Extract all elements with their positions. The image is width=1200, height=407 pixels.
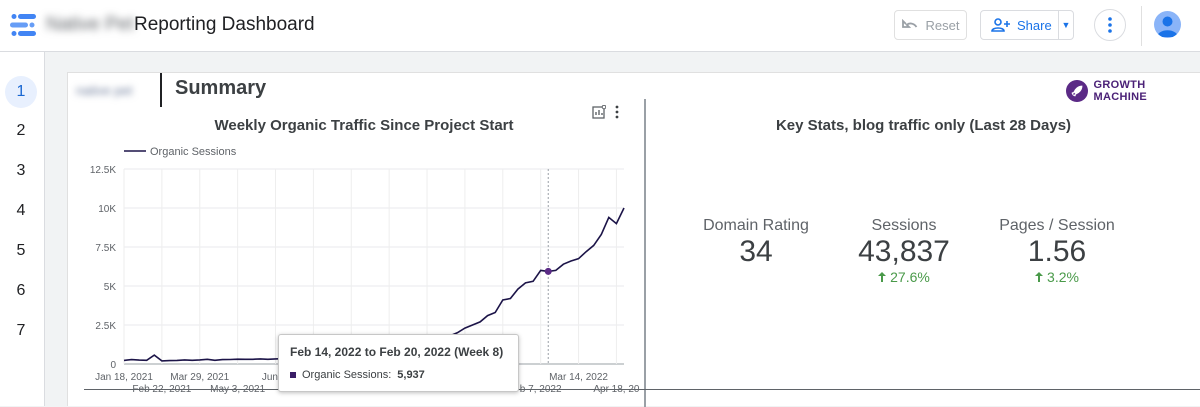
page-7[interactable]: 7: [16, 322, 26, 339]
legend-label: Organic Sessions: [150, 146, 237, 158]
x-tick-label: Jan 18, 2021: [95, 372, 153, 383]
stat-domain-rating: Domain Rating 34: [692, 217, 820, 269]
page-2[interactable]: 2: [16, 122, 26, 139]
stat-value: 43,837: [858, 235, 950, 268]
stat-label: Sessions: [871, 217, 937, 234]
chart-grid: [123, 168, 624, 365]
undo-icon: [901, 19, 917, 28]
more-options-button[interactable]: [1094, 9, 1126, 41]
stat-value: 1.56: [1027, 235, 1087, 268]
chart-title: Weekly Organic Traffic Since Project Sta…: [214, 117, 514, 134]
caret-down-icon[interactable]: ▼: [1061, 20, 1071, 30]
page-6[interactable]: 6: [16, 282, 26, 299]
reset-label: Reset: [925, 17, 960, 33]
arrow-up-icon: [1035, 272, 1044, 282]
chart-more-icon[interactable]: [614, 105, 620, 119]
stat-change: 3.2%: [994, 269, 1120, 285]
stat-label: Pages / Session: [999, 217, 1115, 234]
tooltip-title: Feb 14, 2022 to Feb 20, 2022 (Week 8): [290, 345, 504, 359]
page-4[interactable]: 4: [16, 202, 26, 219]
highlight-point[interactable]: [544, 267, 552, 275]
chart-toolbar: [592, 105, 620, 119]
looker-studio-logo-icon[interactable]: [8, 12, 38, 38]
page-1[interactable]: 1: [5, 76, 37, 108]
share-label: Share: [1017, 17, 1052, 33]
stat-pages-per-session: Pages / Session 1.56 3.2%: [994, 217, 1120, 285]
x-tick-label: Mar 29, 2021: [170, 372, 229, 383]
arrow-up-icon: [878, 272, 887, 282]
page-3[interactable]: 3: [16, 162, 26, 179]
y-tick-label: 7.5K: [95, 243, 116, 254]
chart-tooltip: Feb 14, 2022 to Feb 20, 2022 (Week 8) Or…: [278, 334, 519, 392]
report-canvas: native pet Summary GROWTH MACHINE Weekly…: [67, 72, 1200, 407]
tooltip-value: 5,937: [397, 369, 425, 381]
tooltip-row: Organic Sessions: 5,937: [290, 369, 507, 381]
account-icon: [1157, 16, 1178, 37]
y-tick-label: 0: [110, 360, 116, 371]
y-tick-label: 5K: [104, 282, 117, 293]
page-5[interactable]: 5: [16, 242, 26, 259]
y-tick-label: 12.5K: [90, 165, 116, 176]
stat-change-value: 3.2%: [1047, 269, 1079, 285]
stat-value: 34: [739, 235, 773, 268]
report-title[interactable]: Reporting Dashboard: [134, 14, 315, 35]
y-tick-label: 10K: [98, 204, 116, 215]
y-axis: 0 2.5K 5K 7.5K 10K 12.5K: [90, 165, 117, 371]
avatar[interactable]: [1154, 11, 1181, 38]
tooltip-label: Organic Sessions:: [302, 369, 392, 381]
brand-logo: GROWTH MACHINE: [1066, 79, 1200, 103]
key-stats-title: Key Stats, blog traffic only (Last 28 Da…: [775, 117, 1072, 134]
canvas-bottom-line: [84, 389, 1200, 390]
page-title: Summary: [175, 77, 267, 99]
page-navigation: 1 2 3 4 5 6 7: [0, 52, 45, 406]
brand-name: GROWTH MACHINE: [1093, 79, 1147, 103]
share-button[interactable]: Share ▼: [980, 10, 1074, 40]
x-tick-label: Jun 7,: [262, 372, 289, 383]
stat-sessions: Sessions 43,837 27.6%: [844, 217, 964, 285]
tooltip-swatch: [290, 372, 296, 378]
share-main-button[interactable]: Share: [981, 11, 1059, 39]
client-name: Native Pet: [46, 14, 134, 35]
chart-explore-icon[interactable]: [592, 105, 606, 119]
y-tick-label: 2.5K: [95, 321, 116, 332]
reset-button[interactable]: Reset: [894, 10, 967, 40]
stat-label: Domain Rating: [703, 217, 809, 234]
rocket-icon: [1066, 80, 1088, 102]
stat-change-value: 27.6%: [890, 269, 930, 285]
top-bar: Native Pet Reporting Dashboard Reset Sha…: [0, 0, 1200, 52]
toolbar-divider: [1141, 6, 1142, 46]
add-person-icon: [991, 18, 1010, 32]
more-vert-icon: [1108, 17, 1112, 33]
header-divider: [160, 73, 162, 107]
panel-divider: [644, 99, 646, 407]
x-tick-label: Mar 14, 2022: [549, 372, 608, 383]
stat-change: 27.6%: [844, 269, 964, 285]
client-label: native pet: [76, 83, 133, 98]
